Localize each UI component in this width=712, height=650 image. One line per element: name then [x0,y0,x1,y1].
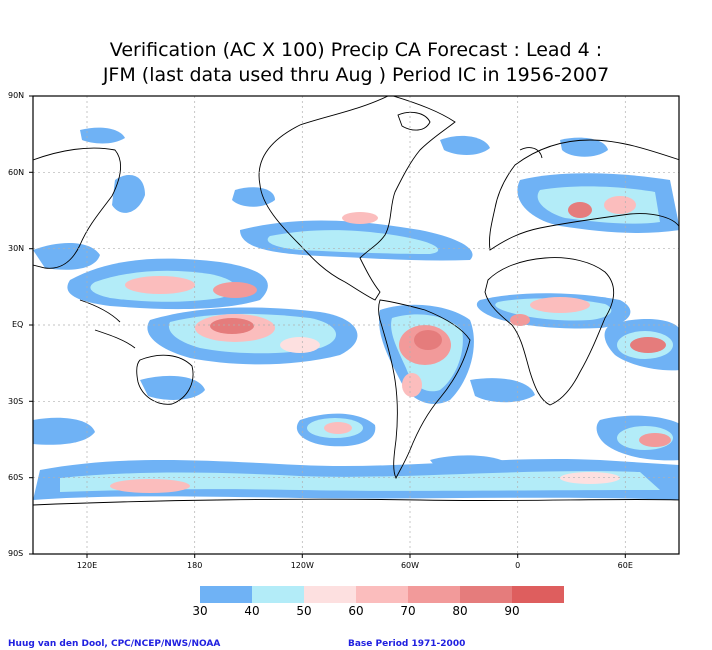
lon-label-0: 0 [515,561,521,570]
legend-label-50: 50 [296,604,312,618]
title-line-1: Verification (AC X 100) Precip CA Foreca… [109,39,603,61]
color-legend [200,586,564,603]
base-period: Base Period 1971-2000 [348,639,466,649]
lat-label-30n: 30N [8,244,25,253]
legend-swatch [252,586,304,603]
legend-label-30: 30 [192,604,208,618]
legend-swatch [460,586,512,603]
legend-label-60: 60 [348,604,364,618]
lat-label-60n: 60N [8,168,25,177]
lat-label-90s: 90S [8,549,24,558]
lon-label-120w: 120W [290,561,314,570]
lon-label-60e: 60E [617,561,633,570]
legend-swatch [408,586,460,603]
legend-label-40: 40 [244,604,260,618]
legend-swatch [304,586,356,603]
map-title: Verification (AC X 100) Precip CA Foreca… [0,38,712,88]
lon-label-60w: 60W [400,561,420,570]
legend-swatch [200,586,252,603]
lat-label-60s: 60S [8,473,24,482]
lon-label-120e: 120E [76,561,98,570]
title-line-2: JFM (last data used thru Aug ) Period IC… [102,64,610,86]
lat-label-eq: EQ [12,320,24,329]
legend-label-90: 90 [504,604,520,618]
legend-swatch [356,586,408,603]
lat-label-90n: 90N [8,91,25,100]
legend-label-80: 80 [452,604,468,618]
legend-swatch [512,586,564,603]
lon-label-180: 180 [187,561,203,570]
author-credit: Huug van den Dool, CPC/NCEP/NWS/NOAA [8,639,221,649]
legend-label-70: 70 [400,604,416,618]
coastlines [33,96,679,506]
skill-shading [33,127,679,500]
gridlines [33,96,679,554]
axis-ticks [29,95,626,558]
lat-label-30s: 30S [8,397,24,406]
